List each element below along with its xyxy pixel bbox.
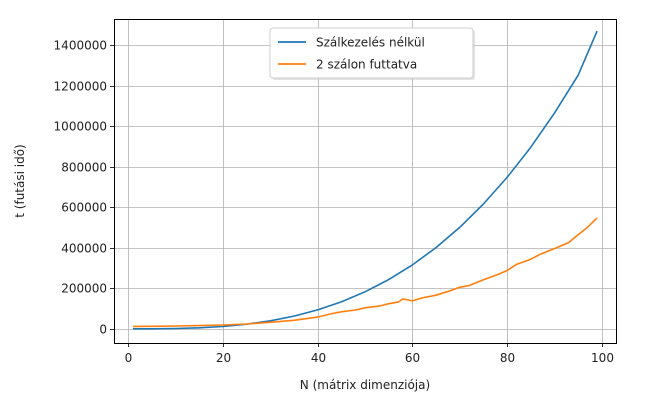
legend-box bbox=[269, 27, 474, 79]
y-tick-label: 1400000 bbox=[54, 39, 107, 53]
y-tick-label: 1200000 bbox=[54, 80, 107, 94]
x-axis-label: N (mátrix dimenziója) bbox=[300, 378, 430, 392]
legend: Szálkezelés nélkül 2 szálon futtatva bbox=[269, 27, 475, 80]
x-axis-ticks: 0 20 40 60 80 100 bbox=[125, 343, 614, 365]
y-tick-label: 800000 bbox=[61, 161, 107, 175]
y-tick-label: 200000 bbox=[61, 282, 107, 296]
y-axis-label: t (futási idő) bbox=[13, 144, 27, 217]
x-tick-label: 60 bbox=[405, 351, 420, 365]
y-tick-label: 1000000 bbox=[54, 120, 107, 134]
series-line-1 bbox=[132, 30, 598, 330]
x-tick-label: 40 bbox=[311, 351, 326, 365]
x-tick-label: 20 bbox=[216, 351, 231, 365]
y-axis-ticks: 0 200000 400000 600000 800000 1000000 1200000 1… bbox=[54, 39, 114, 337]
legend-label: Szálkezelés nélkül bbox=[316, 36, 425, 50]
series-line-2 bbox=[132, 217, 598, 328]
x-tick-label: 0 bbox=[125, 351, 133, 365]
plot-frame bbox=[114, 19, 617, 344]
y-tick-label: 0 bbox=[99, 323, 107, 337]
series-layer bbox=[132, 30, 598, 330]
y-tick-label: 600000 bbox=[61, 201, 107, 215]
y-tick-label: 400000 bbox=[61, 242, 107, 256]
x-tick-label: 100 bbox=[591, 351, 614, 365]
x-tick-label: 80 bbox=[500, 351, 515, 365]
legend-label: 2 szálon futtatva bbox=[316, 58, 417, 72]
